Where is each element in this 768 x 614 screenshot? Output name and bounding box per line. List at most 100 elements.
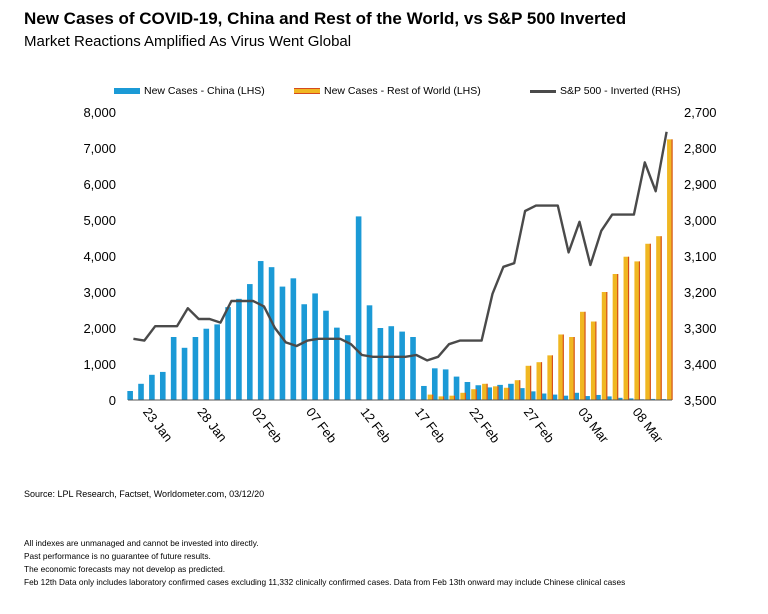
bar-china: [214, 324, 220, 400]
bar-rest-of-world: [471, 389, 477, 400]
x-tick-label: 22 Feb: [466, 405, 503, 446]
disclaimer-3: The economic forecasts may not develop a…: [24, 564, 226, 574]
bars-china: [127, 216, 667, 400]
x-tick-label: 08 Mar: [630, 405, 667, 447]
bar-china: [127, 391, 133, 400]
y-right-tick-label: 3,400: [684, 357, 717, 372]
bar-china: [573, 392, 580, 400]
bar-rest-of-world: [525, 365, 532, 400]
bar-china: [225, 307, 231, 400]
x-tick-label: 28 Jan: [194, 405, 230, 445]
legend-swatch-china: [114, 88, 140, 94]
bar-china: [268, 267, 275, 400]
bar-rest-of-world: [438, 396, 445, 400]
bar-china: [410, 337, 416, 400]
x-tick-label: 02 Feb: [249, 405, 286, 446]
bar-china: [551, 394, 558, 400]
chart-title: New Cases of COVID-19, China and Rest of…: [24, 9, 627, 28]
bar-china: [334, 327, 340, 400]
legend-label-china: New Cases - China (LHS): [144, 85, 265, 97]
x-tick-label: 03 Mar: [575, 405, 612, 447]
bar-rest-of-world: [558, 334, 564, 400]
bar-china: [247, 284, 253, 400]
bar-china: [464, 382, 471, 400]
legend-label-sp500: S&P 500 - Inverted (RHS): [560, 85, 681, 97]
y-left-tick-label: 0: [109, 393, 116, 408]
bar-china: [323, 310, 329, 400]
bar-rest-of-world: [612, 274, 619, 400]
bar-china: [377, 328, 384, 400]
bar-rest-of-world: [536, 362, 543, 400]
y-right-tick-label: 3,200: [684, 285, 717, 300]
chart-subtitle: Market Reactions Amplified As Virus Went…: [24, 33, 352, 50]
bar-china: [301, 304, 308, 400]
sp500-line: [133, 131, 668, 362]
x-tick-label: 27 Feb: [521, 405, 558, 446]
y-left-tick-label: 3,000: [83, 285, 116, 300]
bar-rest-of-world: [492, 386, 499, 400]
bar-china: [344, 335, 351, 400]
source-note: Source: LPL Research, Factset, Worldomet…: [24, 489, 265, 499]
bar-rest-of-world: [482, 383, 488, 400]
disclaimer-4: Feb 12th Data only includes laboratory c…: [24, 577, 626, 587]
sp500-line-group: [133, 131, 668, 362]
bar-rest-of-world: [656, 236, 662, 400]
bar-china: [181, 347, 188, 400]
bar-china: [649, 398, 656, 400]
y-right-tick-label: 2,700: [684, 105, 717, 120]
bar-china: [192, 337, 199, 400]
bar-china: [355, 216, 362, 400]
bar-china: [497, 384, 503, 400]
bar-rest-of-world: [503, 387, 510, 400]
bar-china: [431, 368, 438, 400]
bar-china: [312, 293, 318, 400]
x-tick-label: 23 Jan: [140, 405, 176, 445]
y-right-tick-label: 2,900: [684, 177, 717, 192]
bar-china: [279, 286, 286, 400]
bar-china: [290, 278, 297, 400]
bar-rest-of-world: [590, 321, 597, 400]
bar-china: [606, 396, 612, 400]
bar-china: [627, 398, 634, 400]
bar-rest-of-world: [580, 311, 586, 400]
bar-china: [421, 385, 427, 400]
y-left-tick-label: 5,000: [83, 213, 116, 228]
legend-item-china: New Cases - China (LHS): [114, 85, 265, 97]
bar-rest-of-world: [460, 392, 466, 400]
legend-swatch-rest-of-world: [294, 88, 320, 94]
bar-china: [442, 369, 449, 400]
bar-rest-of-world: [667, 139, 673, 401]
y-right-tick-label: 3,100: [684, 249, 717, 264]
y-right-tick-label: 2,800: [684, 141, 717, 156]
right-axis: 2,700 2,800 2,900 3,000 3,100 3,200 3,300 3,400…: [684, 105, 717, 408]
bar-china: [595, 394, 601, 400]
y-left-tick-label: 8,000: [83, 105, 116, 120]
bar-china: [453, 376, 460, 400]
x-axis: 23 Jan 28 Jan 02 Feb 07 Feb 12 Feb 17 Feb 22 F…: [140, 405, 667, 447]
legend-item-sp500: S&P 500 - Inverted (RHS): [530, 85, 681, 97]
bar-china: [562, 395, 569, 400]
bar-china: [399, 331, 405, 400]
bar-china: [388, 326, 395, 400]
x-tick-label: 12 Feb: [358, 405, 395, 446]
bar-china: [540, 393, 547, 400]
disclaimer-1: All indexes are unmanaged and cannot be …: [24, 538, 259, 548]
y-right-tick-label: 3,000: [684, 213, 717, 228]
y-left-tick-label: 6,000: [83, 177, 116, 192]
bar-rest-of-world: [547, 355, 553, 400]
bar-china: [508, 383, 514, 400]
bar-china: [519, 388, 525, 400]
left-axis: 0 1,000 2,000 3,000 4,000 5,000 6,000 7,000 8,00…: [83, 105, 116, 408]
bar-rest-of-world: [427, 394, 434, 400]
bar-china: [257, 261, 264, 400]
bar-china: [475, 385, 482, 400]
bar-china: [159, 371, 166, 400]
bar-rest-of-world: [623, 256, 630, 400]
bar-china: [170, 337, 177, 400]
legend: New Cases - China (LHS) New Cases - Rest…: [0, 85, 768, 101]
y-left-tick-label: 7,000: [83, 141, 116, 156]
bar-china: [616, 397, 623, 400]
y-right-tick-label: 3,300: [684, 321, 717, 336]
bar-rest-of-world: [514, 380, 521, 400]
bar-rest-of-world: [601, 292, 608, 400]
